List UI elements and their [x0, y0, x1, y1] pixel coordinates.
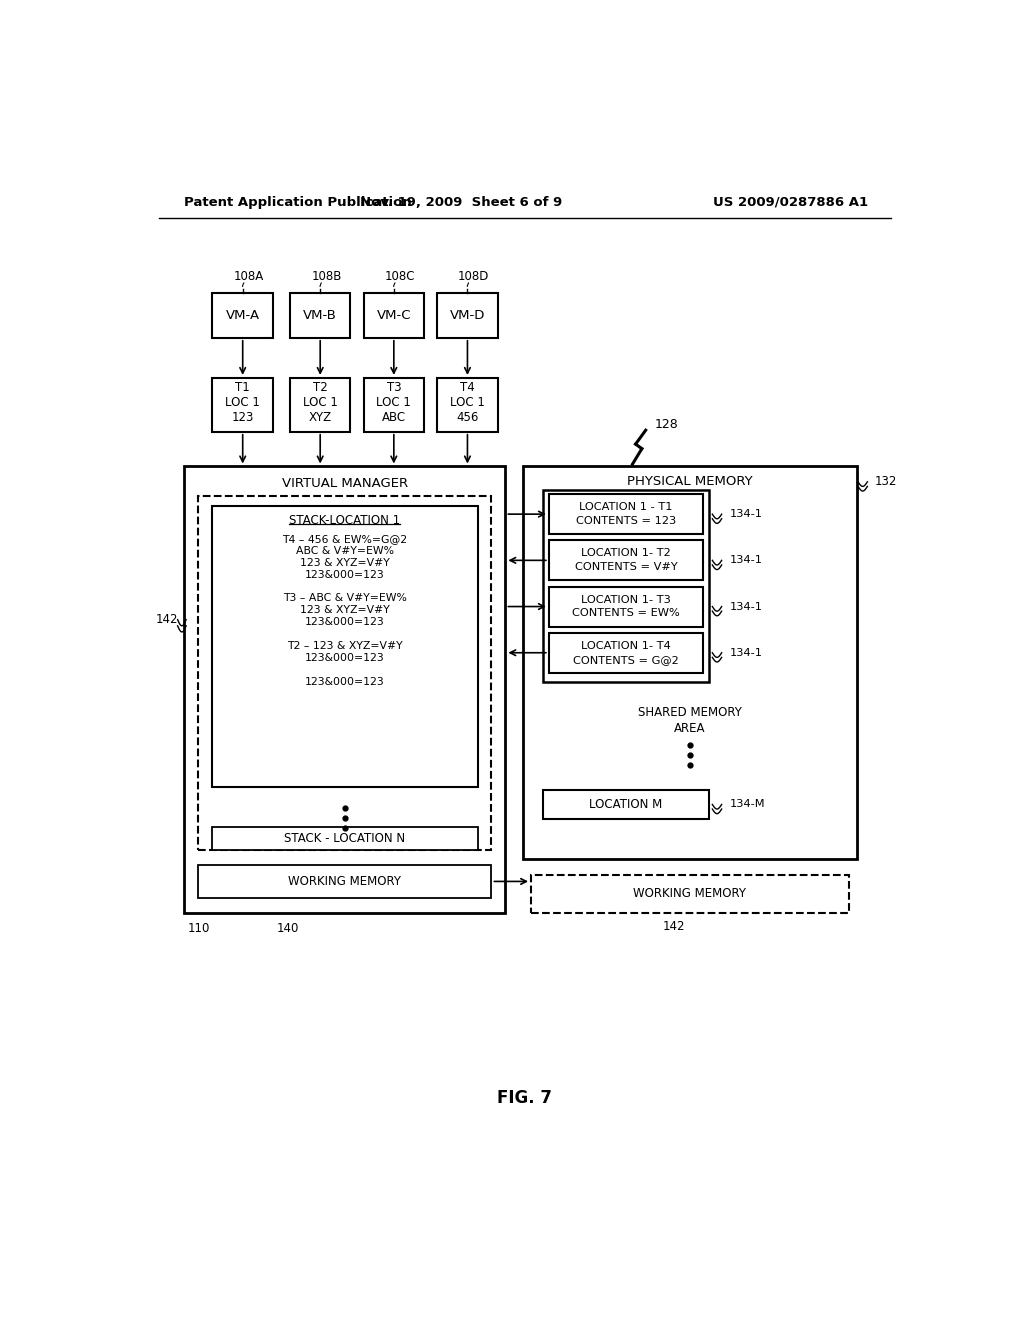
Bar — [198, 496, 492, 850]
Text: 108B: 108B — [311, 269, 342, 282]
Text: LOC 1: LOC 1 — [450, 396, 485, 409]
Bar — [212, 293, 273, 338]
Bar — [183, 466, 506, 913]
Bar — [290, 378, 350, 432]
Text: LOCATION 1- T4: LOCATION 1- T4 — [581, 640, 671, 651]
Text: FIG. 7: FIG. 7 — [498, 1089, 552, 1106]
Text: VM-C: VM-C — [377, 309, 411, 322]
Text: T3: T3 — [386, 381, 401, 395]
Text: STACK-LOCATION 1: STACK-LOCATION 1 — [289, 513, 400, 527]
Text: ABC: ABC — [382, 411, 406, 424]
Bar — [437, 293, 498, 338]
Bar — [543, 789, 710, 818]
Text: 123&000=123: 123&000=123 — [305, 653, 384, 663]
Text: CONTENTS = 123: CONTENTS = 123 — [575, 516, 676, 527]
Text: LOCATION 1 - T1: LOCATION 1 - T1 — [580, 502, 673, 512]
Text: 123 & XYZ=V#Y: 123 & XYZ=V#Y — [300, 606, 389, 615]
Text: WORKING MEMORY: WORKING MEMORY — [288, 875, 401, 888]
Bar — [364, 378, 424, 432]
Text: CONTENTS = G@2: CONTENTS = G@2 — [573, 655, 679, 665]
Bar — [198, 866, 492, 898]
Text: 134-1: 134-1 — [729, 556, 763, 565]
Text: VM-A: VM-A — [225, 309, 260, 322]
Text: 123: 123 — [231, 411, 254, 424]
Text: 142: 142 — [156, 612, 178, 626]
Text: VM-B: VM-B — [303, 309, 337, 322]
Text: 108C: 108C — [385, 269, 416, 282]
Text: T2: T2 — [312, 381, 328, 395]
Text: XYZ: XYZ — [308, 411, 332, 424]
Bar — [212, 378, 273, 432]
Text: 123&000=123: 123&000=123 — [305, 677, 384, 686]
Text: T4: T4 — [460, 381, 475, 395]
Text: 134-1: 134-1 — [729, 510, 763, 519]
Text: CONTENTS = EW%: CONTENTS = EW% — [572, 609, 680, 619]
Text: SHARED MEMORY
AREA: SHARED MEMORY AREA — [638, 706, 741, 734]
Text: LOC 1: LOC 1 — [377, 396, 412, 409]
Bar — [523, 466, 856, 859]
Text: 108A: 108A — [233, 269, 264, 282]
Text: 134-1: 134-1 — [729, 648, 763, 657]
Text: 123&000=123: 123&000=123 — [305, 618, 384, 627]
Text: 140: 140 — [276, 921, 299, 935]
Bar — [437, 378, 498, 432]
Bar — [212, 507, 477, 788]
Text: VIRTUAL MANAGER: VIRTUAL MANAGER — [282, 477, 408, 490]
Bar — [549, 494, 703, 535]
Text: 123 & XYZ=V#Y: 123 & XYZ=V#Y — [300, 557, 389, 568]
Text: 108D: 108D — [458, 269, 489, 282]
Text: 142: 142 — [664, 920, 686, 933]
Text: PHYSICAL MEMORY: PHYSICAL MEMORY — [627, 475, 753, 488]
Text: Patent Application Publication: Patent Application Publication — [183, 195, 412, 209]
Text: T1: T1 — [236, 381, 250, 395]
Text: CONTENTS = V#Y: CONTENTS = V#Y — [574, 562, 677, 573]
Bar — [531, 875, 849, 913]
Bar — [543, 490, 710, 682]
Text: 134-M: 134-M — [729, 800, 765, 809]
Text: LOCATION 1- T3: LOCATION 1- T3 — [581, 594, 671, 605]
Text: VM-D: VM-D — [450, 309, 485, 322]
Bar — [549, 540, 703, 581]
Text: T3 – ABC & V#Y=EW%: T3 – ABC & V#Y=EW% — [283, 594, 407, 603]
Text: LOCATION M: LOCATION M — [590, 797, 663, 810]
Text: ABC & V#Y=EW%: ABC & V#Y=EW% — [296, 545, 393, 556]
Text: 123&000=123: 123&000=123 — [305, 570, 384, 579]
Text: 456: 456 — [457, 411, 478, 424]
Text: US 2009/0287886 A1: US 2009/0287886 A1 — [713, 195, 868, 209]
Text: STACK - LOCATION N: STACK - LOCATION N — [284, 832, 406, 845]
Text: LOCATION 1- T2: LOCATION 1- T2 — [581, 548, 671, 558]
Text: 132: 132 — [874, 475, 897, 488]
Text: T4 – 456 & EW%=G@2: T4 – 456 & EW%=G@2 — [282, 533, 408, 544]
Bar — [212, 826, 477, 850]
Text: Nov. 19, 2009  Sheet 6 of 9: Nov. 19, 2009 Sheet 6 of 9 — [360, 195, 562, 209]
Bar — [549, 586, 703, 627]
Bar — [290, 293, 350, 338]
Bar — [549, 632, 703, 673]
Text: T2 – 123 & XYZ=V#Y: T2 – 123 & XYZ=V#Y — [287, 642, 402, 651]
Bar — [364, 293, 424, 338]
Text: LOC 1: LOC 1 — [303, 396, 338, 409]
Text: LOC 1: LOC 1 — [225, 396, 260, 409]
Text: 134-1: 134-1 — [729, 602, 763, 611]
Text: 128: 128 — [655, 417, 679, 430]
Text: WORKING MEMORY: WORKING MEMORY — [634, 887, 746, 900]
Text: 110: 110 — [187, 921, 210, 935]
